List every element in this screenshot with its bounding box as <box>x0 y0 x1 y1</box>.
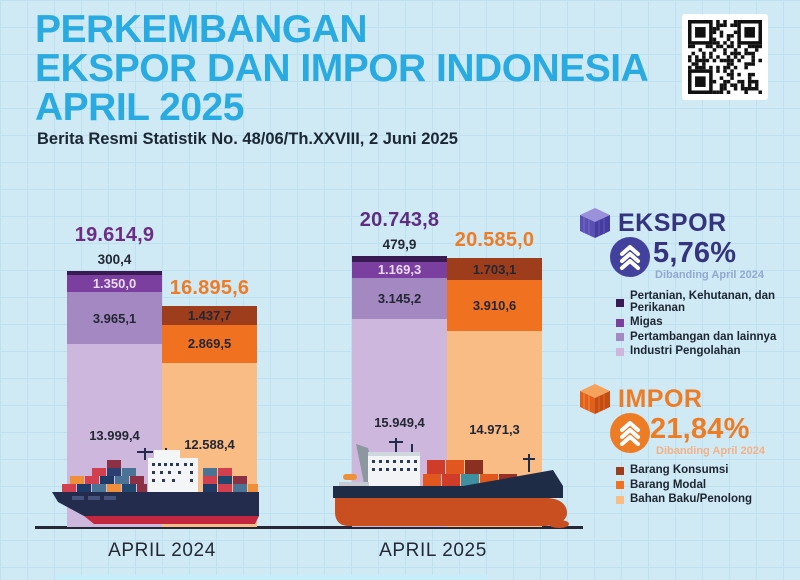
bar-segment: 1.169,3 <box>352 262 447 278</box>
bar-segment-label: 479,9 <box>382 237 417 252</box>
bar-segment-label: 13.999,4 <box>89 428 140 444</box>
legend-swatch-icon <box>616 298 624 307</box>
bar-segment-label: 3.145,2 <box>377 290 422 306</box>
legend-item: Pertambangan dan lainnya <box>616 330 800 344</box>
cargo-ship-2025 <box>333 438 569 528</box>
legend-swatch-icon <box>616 333 624 342</box>
legend-swatch-icon <box>616 466 624 475</box>
bar-segment <box>352 256 447 263</box>
legend-item: Barang Konsumsi <box>616 464 752 477</box>
title-line-1: PERKEMBANGAN <box>35 8 368 51</box>
import-container-icon <box>580 384 610 414</box>
legend-item: Bahan Baku/Penolong <box>616 493 753 506</box>
legend-label: Barang Modal <box>630 478 707 491</box>
legend-swatch-icon <box>616 318 624 327</box>
bar-segment-label: 3.910,6 <box>472 298 517 314</box>
export-increase-chevrons-icon <box>610 237 650 277</box>
qr-pattern <box>688 20 762 94</box>
bar-segment-label: 1.437,7 <box>187 308 232 324</box>
legend-item: Migas <box>616 316 800 329</box>
legend-label: Barang Konsumsi <box>630 464 729 476</box>
export-compare-note: Dibanding April 2024 <box>655 269 765 281</box>
bar-segment: 1.437,7 <box>162 306 257 326</box>
legend-label: Pertambangan dan lainnya <box>630 330 777 343</box>
legend-label: Migas <box>630 316 663 328</box>
legend-swatch-icon <box>616 495 624 504</box>
bar-segment: 2.869,5 <box>162 325 257 363</box>
qr-code-icon <box>682 14 768 100</box>
month-label: APRIL 2024 <box>108 540 216 561</box>
bar-segment-label: 12.588,4 <box>184 437 235 453</box>
bar-segment-label: 2.869,5 <box>187 336 232 352</box>
legend-swatch-icon <box>616 481 624 490</box>
bar-segment-label: 300,4 <box>97 251 132 267</box>
bar-total-label: 19.614,9 <box>74 223 155 246</box>
legend-label: Pertanian, Kehutanan, dan Perikanan <box>630 290 776 314</box>
bar-segment-label: 14.971,3 <box>469 421 520 437</box>
legend-swatch-icon <box>616 347 624 356</box>
legend-label: Bahan Baku/Penolong <box>630 493 753 505</box>
export-container-icon <box>580 208 610 238</box>
import-increase-chevrons-icon <box>610 413 650 453</box>
bar-segment-label: 3.965,1 <box>92 310 137 326</box>
bar-segment-label: 1.350,0 <box>92 275 137 291</box>
legend-item: Barang Modal <box>616 478 752 492</box>
import-compare-note: Dibanding April 2024 <box>656 445 766 457</box>
bar-total-label: 20.585,0 <box>454 229 535 252</box>
ekspor-title: EKSPOR <box>618 209 727 237</box>
bar-segment-label: 15.949,4 <box>374 415 425 431</box>
bar-total-label: 16.895,6 <box>169 277 250 300</box>
legend-label: Industri Pengolahan <box>630 345 741 357</box>
legend-item: Industri Pengolahan <box>616 345 800 358</box>
bar-segment: 3.910,6 <box>447 280 542 332</box>
bar-segment-label: 1.169,3 <box>377 262 422 278</box>
export-legend: Pertanian, Kehutanan, dan Perikanan Migas… <box>616 290 800 358</box>
cargo-ship-2024 <box>52 448 259 524</box>
bottom-accent-strip <box>55 575 488 580</box>
title-line-2: EKSPOR DAN IMPOR INDONESIA <box>35 47 649 90</box>
bar-segment: 1.350,0 <box>67 274 162 293</box>
impor-title: IMPOR <box>618 385 703 413</box>
release-subtitle: Berita Resmi Statistik No. 48/06/Th.XXVI… <box>37 130 458 148</box>
chart-baseline <box>35 526 583 529</box>
bar-total-label: 20.743,8 <box>359 209 440 231</box>
legend-item: Pertanian, Kehutanan, dan Perikanan <box>616 290 800 314</box>
bar-segment: 3.965,1 <box>67 292 162 345</box>
import-change-percent: 21,84% <box>650 413 750 445</box>
bar-segment: 3.145,2 <box>352 277 447 319</box>
page-title: PERKEMBANGAN EKSPOR DAN IMPOR INDONESIA … <box>35 10 685 127</box>
bar-segment: 1.703,1 <box>447 258 542 281</box>
export-change-percent: 5,76% <box>653 237 737 269</box>
bar-segment <box>67 270 162 275</box>
import-legend: Barang Konsumsi Barang Modal Bahan Baku/Pe… <box>616 464 753 506</box>
title-line-3: APRIL 2025 <box>35 86 244 129</box>
month-label: APRIL 2025 <box>379 540 487 561</box>
bar-segment-label: 1.703,1 <box>472 261 517 277</box>
